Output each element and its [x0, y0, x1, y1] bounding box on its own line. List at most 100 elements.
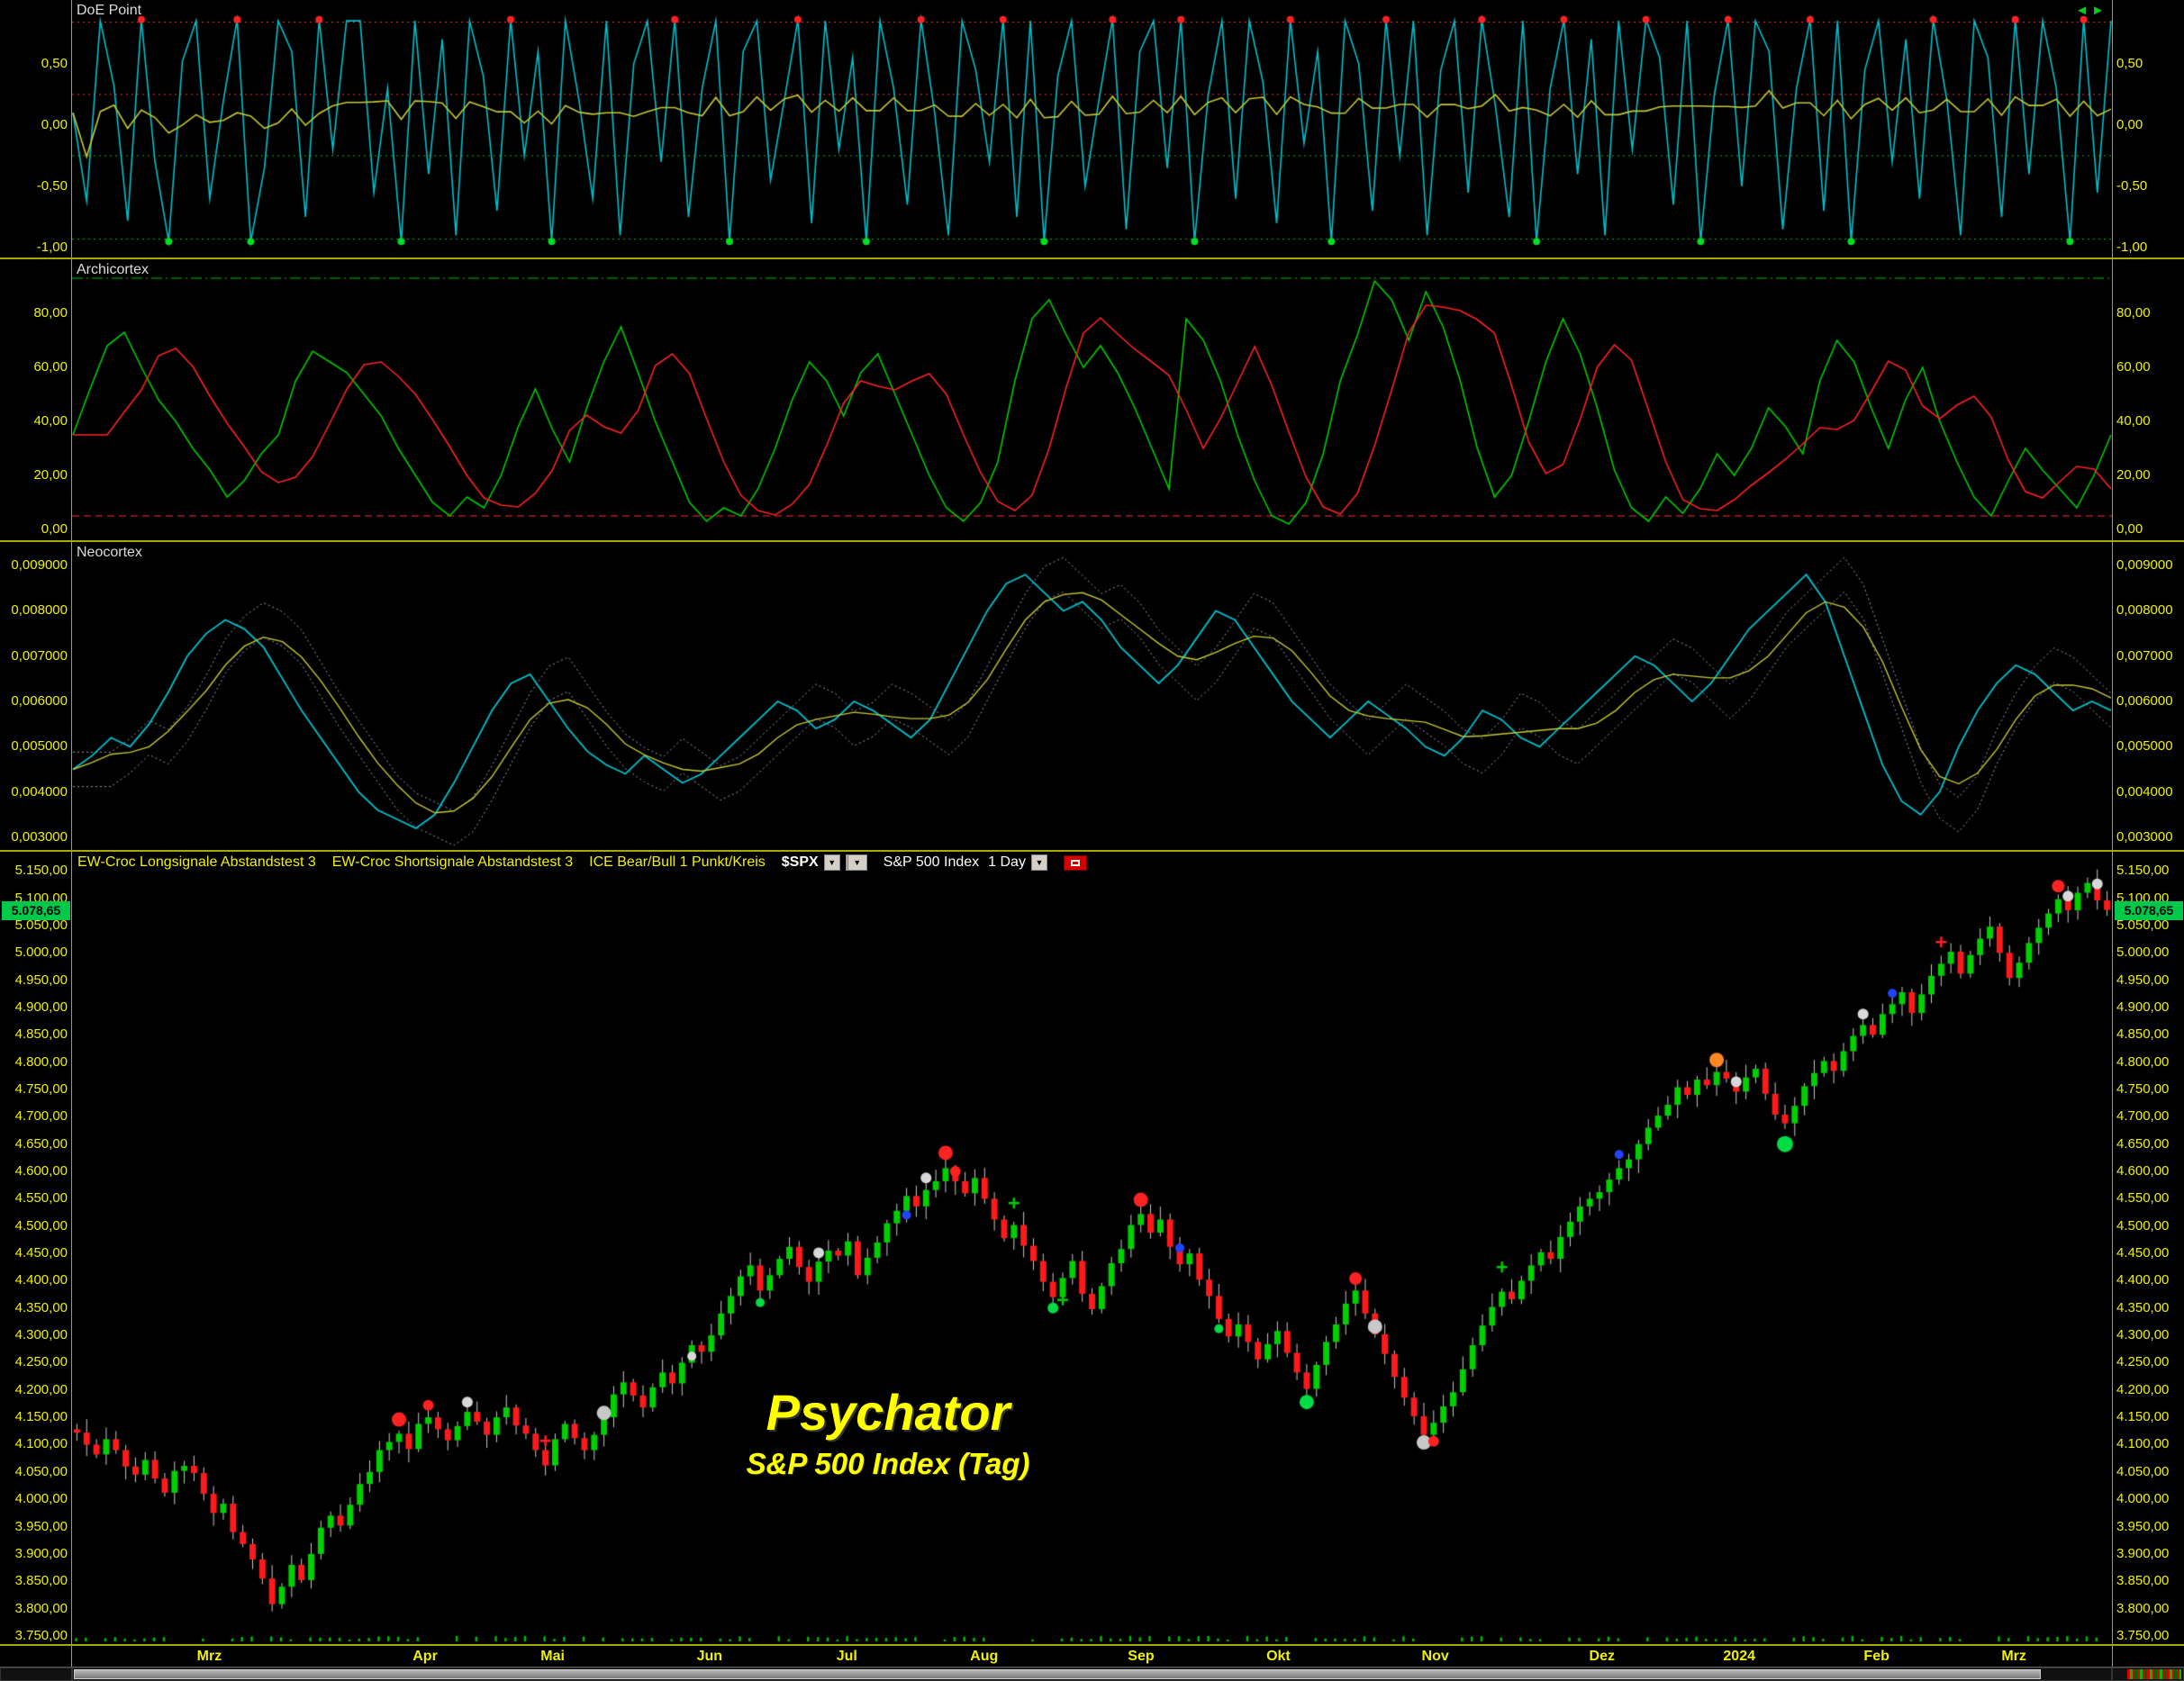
- y-tick-label: 3.950,00: [2116, 1518, 2170, 1534]
- y-tick-label: 5.000,00: [14, 944, 68, 961]
- y-tick-label: 4.650,00: [14, 1135, 68, 1152]
- pan-right-icon[interactable]: ►: [2091, 3, 2105, 18]
- y-tick-label: 0,00: [41, 521, 68, 537]
- y-tick-label: 4.300,00: [2116, 1327, 2170, 1343]
- y-tick-label: 5.150,00: [2116, 863, 2170, 879]
- doe-chart-canvas[interactable]: [72, 0, 2112, 258]
- y-axis-left-archicortex[interactable]: 80,00 60,00 40,00 20,00 0,00: [0, 259, 72, 540]
- y-tick-label: 4.250,00: [2116, 1354, 2170, 1370]
- last-price-badge: 5.078,65: [2115, 900, 2183, 920]
- y-tick-label: 20,00: [2116, 466, 2151, 483]
- y-axis-right-neocortex[interactable]: 0,009000 0,008000 0,007000 0,006000 0,005000…: [2112, 542, 2184, 850]
- connection-status-icon: [2127, 1669, 2181, 1679]
- y-tick-label: 4.050,00: [2116, 1463, 2170, 1479]
- y-tick-label: 4.450,00: [2116, 1245, 2170, 1261]
- y-tick-label: 4.000,00: [14, 1491, 68, 1507]
- y-tick-label: 4.500,00: [14, 1217, 68, 1234]
- symbol-label[interactable]: $SPX: [781, 854, 819, 870]
- scrollbar-thumb[interactable]: [74, 1669, 2041, 1679]
- x-axis-corner-right: [2112, 1646, 2184, 1667]
- x-axis-labels[interactable]: Mrz Apr Mai Jun Jul Aug Sep Okt Nov Dez 2024 Feb Mrz: [72, 1646, 2112, 1667]
- symbol-history-button[interactable]: ▼: [845, 854, 867, 871]
- y-tick-label: 0,006000: [2116, 693, 2173, 709]
- y-tick-label: 3.800,00: [14, 1600, 68, 1616]
- y-tick-label: 80,00: [33, 305, 68, 321]
- y-tick-label: 4.850,00: [14, 1026, 68, 1043]
- y-tick-label: 60,00: [33, 359, 68, 375]
- y-tick-label: -1,00: [36, 239, 68, 256]
- y-axis-left-neocortex[interactable]: 0,009000 0,008000 0,007000 0,006000 0,005000…: [0, 542, 72, 850]
- neocortex-chart-canvas[interactable]: [72, 542, 2112, 850]
- x-tick-label: Okt: [1266, 1649, 1291, 1664]
- y-tick-label: 4.600,00: [2116, 1163, 2170, 1179]
- archicortex-chart-canvas[interactable]: [72, 259, 2112, 540]
- x-axis-row: Mrz Apr Mai Jun Jul Aug Sep Okt Nov Dez 2024 Feb Mrz: [0, 1646, 2184, 1667]
- y-tick-label: 5.150,00: [14, 863, 68, 879]
- realtime-icon[interactable]: [1063, 854, 1087, 871]
- y-tick-label: 4.650,00: [2116, 1135, 2170, 1152]
- horizontal-scrollbar[interactable]: [72, 1667, 2112, 1681]
- plot-doe: DoE Point ◄ ►: [72, 0, 2112, 258]
- y-tick-label: 3.850,00: [2116, 1573, 2170, 1589]
- y-tick-label: 0,003000: [2116, 828, 2173, 845]
- y-tick-label: 4.700,00: [14, 1108, 68, 1125]
- indicator-header: EW-Croc Longsignale Abstandstest 3 EW-Cr…: [77, 854, 1087, 871]
- y-tick-label: 20,00: [33, 466, 68, 483]
- indicator-label-longsignal[interactable]: EW-Croc Longsignale Abstandstest 3: [77, 854, 316, 870]
- panel-title-doe: DoE Point: [77, 3, 142, 18]
- y-axis-left-price[interactable]: 5.150,00 5.100,00 5.050,00 5.000,00 4.950,00…: [0, 852, 72, 1644]
- y-axis-right-archicortex[interactable]: 80,00 60,00 40,00 20,00 0,00: [2112, 259, 2184, 540]
- scrollbar-left-corner: [0, 1667, 72, 1681]
- y-tick-label: 4.050,00: [14, 1463, 68, 1479]
- y-tick-label: 4.200,00: [2116, 1381, 2170, 1397]
- y-axis-right-doe[interactable]: 0,50 0,00 -0,50 -1,00: [2112, 0, 2184, 258]
- y-axis-left-doe[interactable]: 0,50 0,00 -0,50 -1,00: [0, 0, 72, 258]
- y-tick-label: 0,00: [41, 116, 68, 132]
- y-tick-label: 0,003000: [11, 828, 68, 845]
- y-tick-label: 5.050,00: [2116, 917, 2170, 933]
- y-tick-label: 0,009000: [2116, 557, 2173, 574]
- y-tick-label: 4.200,00: [14, 1381, 68, 1397]
- x-tick-label: Mai: [540, 1649, 565, 1664]
- y-tick-label: 4.100,00: [2116, 1436, 2170, 1452]
- y-tick-label: -0,50: [2116, 178, 2148, 194]
- indicator-label-shortsignal[interactable]: EW-Croc Shortsignale Abstandstest 3: [331, 854, 574, 870]
- panel-neocortex: 0,009000 0,008000 0,007000 0,006000 0,005000…: [0, 542, 2184, 852]
- y-tick-label: 4.400,00: [14, 1272, 68, 1288]
- x-tick-label: Mrz: [2001, 1649, 2026, 1664]
- y-tick-label: 4.550,00: [2116, 1190, 2170, 1207]
- y-tick-label: 40,00: [2116, 412, 2151, 429]
- x-tick-label: Jun: [696, 1649, 723, 1664]
- pan-left-icon[interactable]: ◄: [2075, 3, 2089, 18]
- symbol-dropdown-button[interactable]: ▼: [823, 854, 840, 871]
- y-tick-label: 4.800,00: [14, 1053, 68, 1070]
- y-tick-label: 40,00: [33, 412, 68, 429]
- y-tick-label: 4.850,00: [2116, 1026, 2170, 1043]
- y-tick-label: 0,005000: [11, 738, 68, 755]
- y-tick-label: 4.450,00: [14, 1245, 68, 1261]
- y-tick-label: 0,004000: [2116, 783, 2173, 800]
- y-tick-label: 4.150,00: [2116, 1409, 2170, 1425]
- y-tick-label: 4.700,00: [2116, 1108, 2170, 1125]
- price-chart-canvas[interactable]: [72, 852, 2112, 1644]
- y-tick-label: 4.150,00: [14, 1409, 68, 1425]
- y-tick-label: -1,00: [2116, 239, 2148, 256]
- x-tick-label: Sep: [1128, 1649, 1155, 1664]
- y-tick-label: 4.000,00: [2116, 1491, 2170, 1507]
- y-tick-label: 3.800,00: [2116, 1600, 2170, 1616]
- x-tick-label: Jul: [836, 1649, 857, 1664]
- y-tick-label: 4.900,00: [14, 999, 68, 1015]
- y-tick-label: 0,007000: [11, 647, 68, 664]
- x-tick-label: 2024: [1723, 1649, 1755, 1664]
- indicator-label-ice[interactable]: ICE Bear/Bull 1 Punkt/Kreis: [589, 854, 766, 870]
- y-tick-label: 4.500,00: [2116, 1217, 2170, 1234]
- x-tick-label: Nov: [1421, 1649, 1449, 1664]
- y-tick-label: 3.750,00: [14, 1627, 68, 1643]
- instrument-label: S&P 500 Index: [883, 854, 980, 870]
- timeframe-dropdown-button[interactable]: ▼: [1030, 854, 1047, 871]
- y-tick-label: 0,50: [2116, 55, 2143, 71]
- y-tick-label: 4.400,00: [2116, 1272, 2170, 1288]
- y-axis-right-price[interactable]: 5.150,00 5.100,00 5.050,00 5.000,00 4.950,00…: [2112, 852, 2184, 1644]
- panel-archicortex: 80,00 60,00 40,00 20,00 0,00 Archicortex 80,…: [0, 259, 2184, 542]
- panel-title-neocortex: Neocortex: [77, 545, 142, 560]
